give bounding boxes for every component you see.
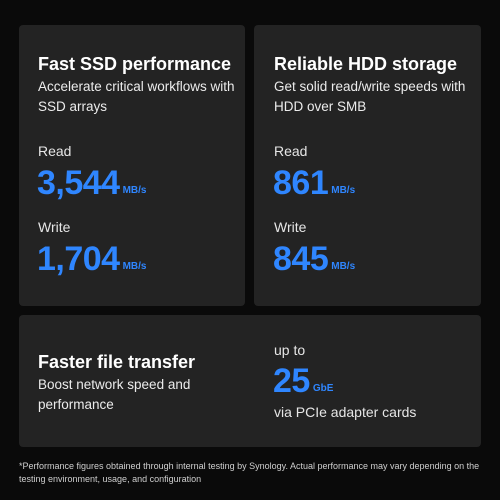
read-speed-number: 861	[273, 164, 329, 202]
read-speed-number: 3,544	[37, 164, 120, 202]
card-title: Faster file transfer	[38, 352, 196, 372]
card-title: Reliable HDD storage	[274, 54, 458, 74]
network-speed-prefix: up to	[274, 342, 306, 358]
card-subtitle: Accelerate critical workflows with SSD a…	[38, 79, 235, 114]
ssd-performance-card: Fast SSD performance Accelerate critical…	[19, 25, 245, 306]
network-speed: 25 GbE	[273, 363, 333, 399]
write-speed-unit: MB/s	[331, 261, 356, 272]
network-speed-suffix: via PCIe adapter cards	[274, 404, 417, 420]
write-speed-number: 1,704	[37, 240, 120, 278]
card-subtitle: Boost network speed and performance	[38, 377, 191, 412]
write-label: Write	[274, 219, 307, 235]
card-title: Fast SSD performance	[38, 54, 232, 74]
read-speed: 3,544 MB/s	[37, 165, 147, 201]
write-speed-number: 845	[273, 240, 329, 278]
read-speed: 861 MB/s	[273, 165, 355, 201]
network-speed-number: 25	[273, 362, 310, 400]
card-subtitle: Get solid read/write speeds with HDD ove…	[274, 79, 466, 114]
read-speed-unit: MB/s	[331, 185, 356, 196]
read-label: Read	[38, 143, 72, 159]
read-speed-unit: MB/s	[122, 185, 147, 196]
footnote: *Performance figures obtained through in…	[19, 461, 480, 484]
file-transfer-card: Faster file transfer Boost network speed…	[19, 315, 481, 447]
write-label: Write	[38, 219, 71, 235]
write-speed-unit: MB/s	[122, 261, 147, 272]
write-speed: 845 MB/s	[273, 241, 355, 277]
network-speed-unit: GbE	[312, 383, 334, 394]
hdd-storage-card: Reliable HDD storage Get solid read/writ…	[254, 25, 481, 306]
write-speed: 1,704 MB/s	[37, 241, 147, 277]
read-label: Read	[274, 143, 308, 159]
